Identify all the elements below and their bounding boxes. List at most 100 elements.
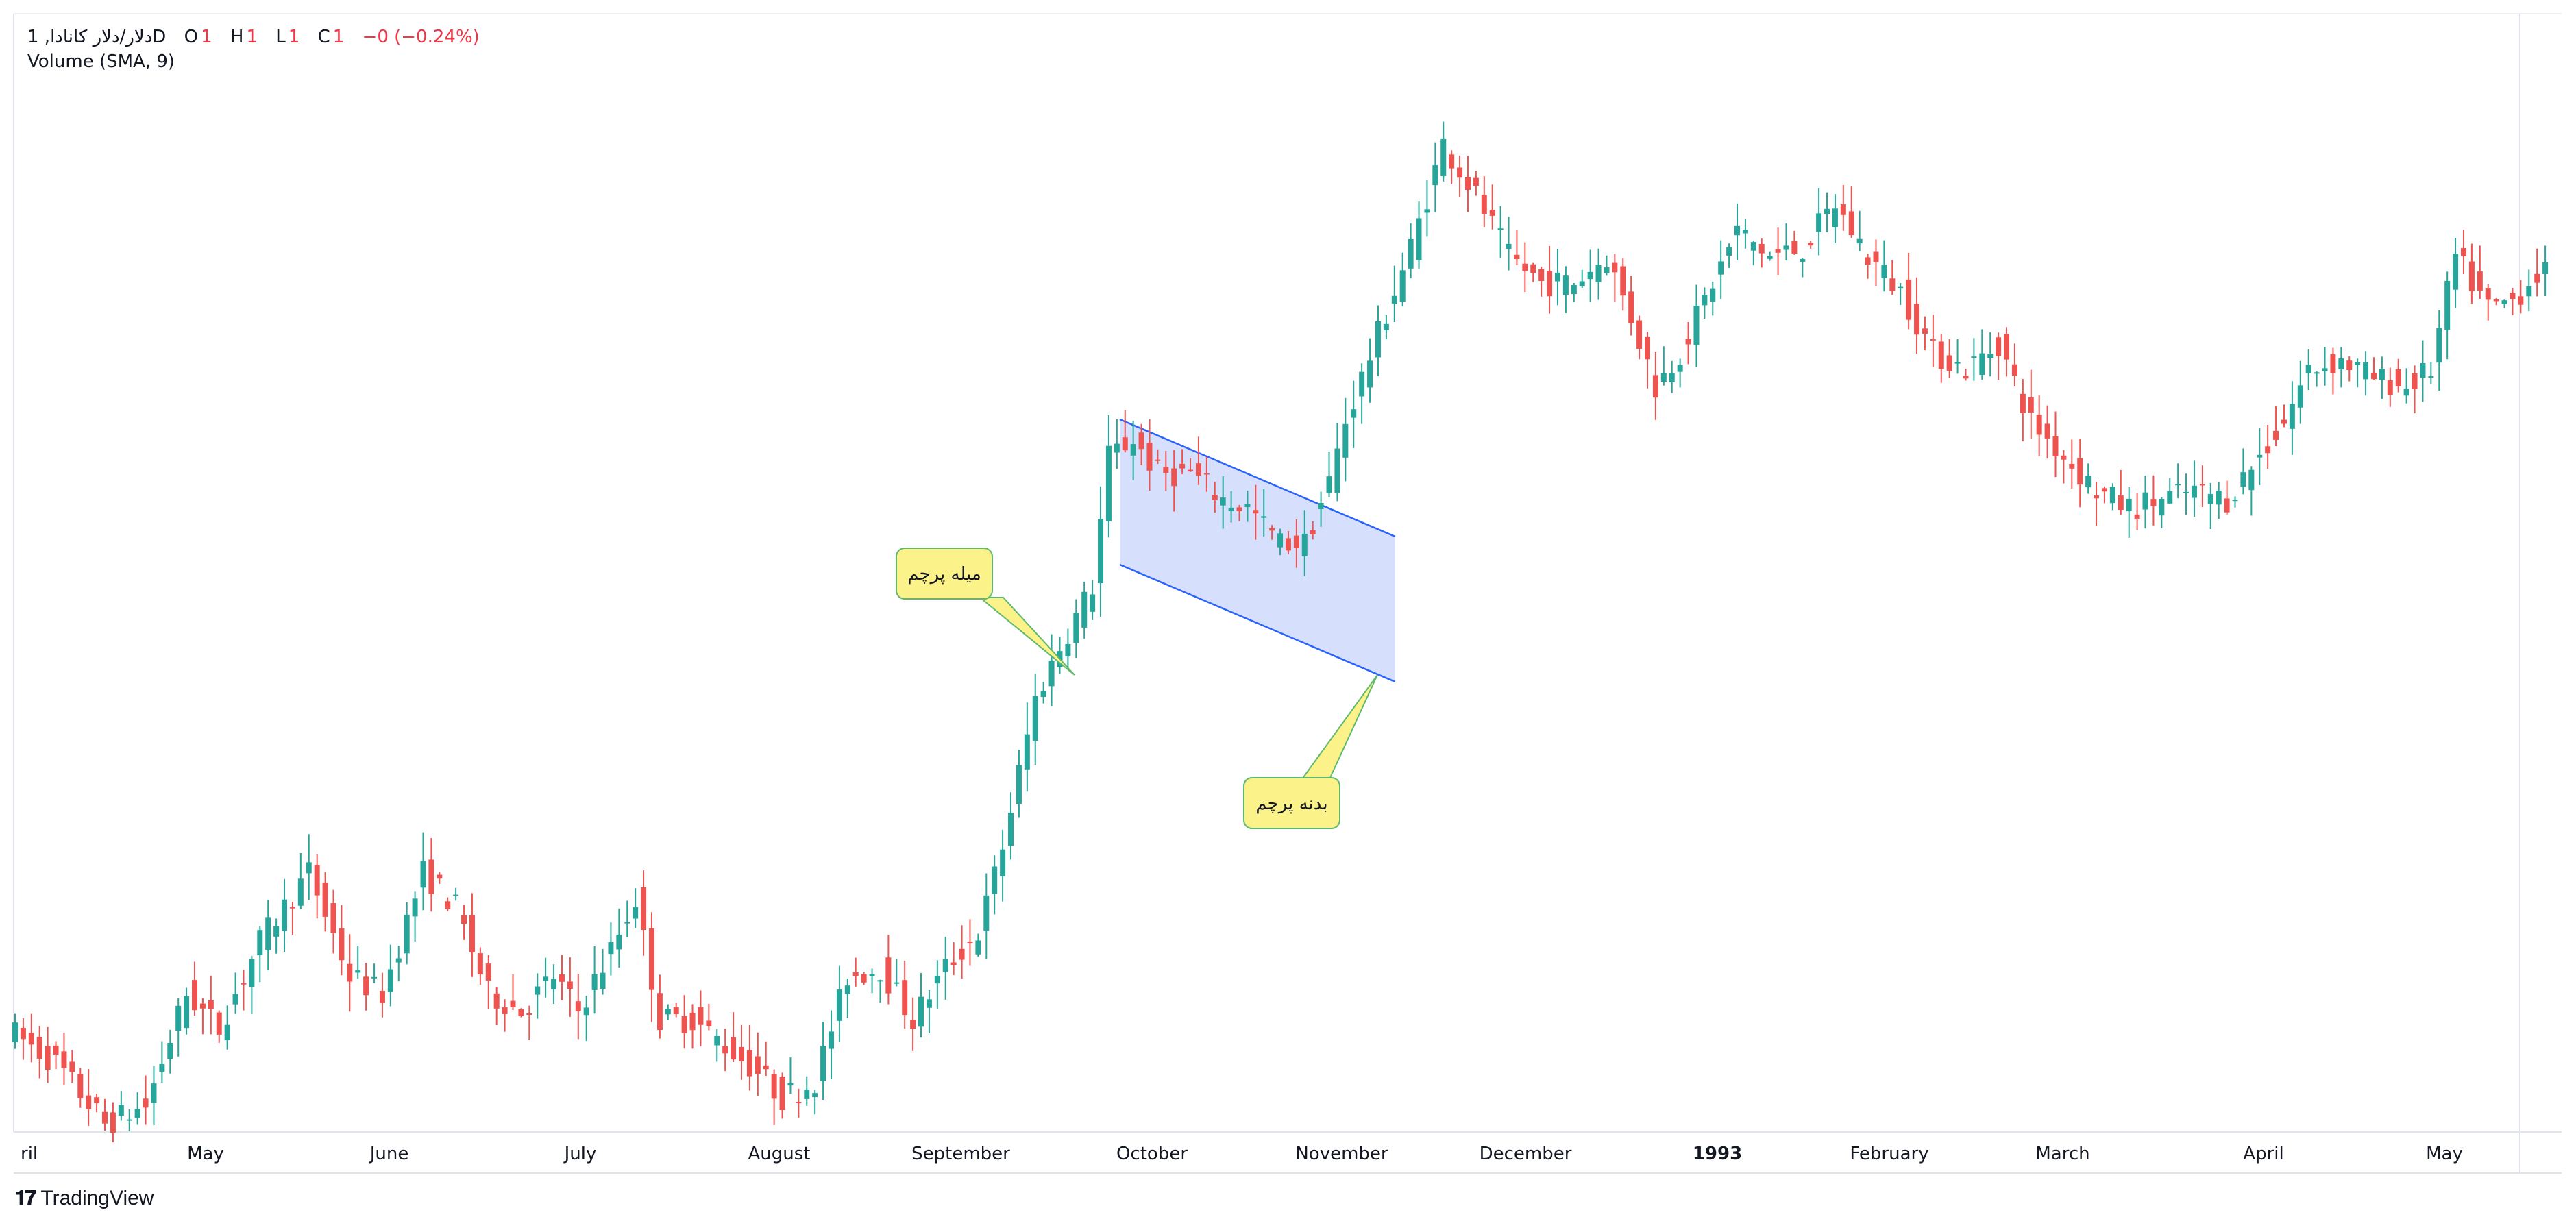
candle[interactable] <box>1685 322 1691 365</box>
candle[interactable] <box>518 1008 524 1018</box>
candle[interactable] <box>910 997 916 1051</box>
candle[interactable] <box>2248 466 2255 516</box>
candle[interactable] <box>2468 243 2475 304</box>
candle[interactable] <box>804 1076 810 1106</box>
flag-upper-line[interactable] <box>1119 418 1396 538</box>
candle[interactable] <box>1816 188 1822 256</box>
candle[interactable] <box>852 957 859 987</box>
candle[interactable] <box>2297 360 2303 424</box>
candle[interactable] <box>1293 519 1299 568</box>
candle[interactable] <box>69 1050 75 1083</box>
candle[interactable] <box>363 963 369 1011</box>
candles-group[interactable] <box>12 121 2549 1143</box>
candle[interactable] <box>633 888 639 928</box>
candle[interactable] <box>1562 266 1569 314</box>
candle[interactable] <box>1163 451 1169 491</box>
candle[interactable] <box>575 974 581 1040</box>
candle[interactable] <box>2159 497 2165 529</box>
candle[interactable] <box>2061 450 2067 484</box>
candle[interactable] <box>738 1024 744 1080</box>
candle[interactable] <box>1032 674 1038 765</box>
candle[interactable] <box>1522 242 1528 293</box>
candle[interactable] <box>1840 184 1846 231</box>
candle[interactable] <box>53 1041 59 1070</box>
candle[interactable] <box>616 908 622 968</box>
candle[interactable] <box>2330 347 2336 395</box>
candle[interactable] <box>967 919 973 966</box>
candle[interactable] <box>992 855 998 915</box>
candle[interactable] <box>2485 284 2491 321</box>
candle[interactable] <box>1408 223 1414 279</box>
candle[interactable] <box>2036 395 2042 456</box>
candle[interactable] <box>763 1041 769 1076</box>
candle[interactable] <box>453 887 459 901</box>
candle[interactable] <box>2077 439 2083 508</box>
candle[interactable] <box>126 1109 132 1131</box>
candle[interactable] <box>1481 176 1487 227</box>
candle[interactable] <box>1906 252 1912 330</box>
candle[interactable] <box>224 1005 230 1050</box>
candle[interactable] <box>1220 476 1226 529</box>
candle[interactable] <box>2020 378 2026 442</box>
candle[interactable] <box>1873 239 1879 286</box>
candle[interactable] <box>1383 315 1389 340</box>
candle[interactable] <box>2028 369 2034 439</box>
candle[interactable] <box>869 968 875 994</box>
candle[interactable] <box>2216 482 2222 519</box>
candle[interactable] <box>1000 829 1006 902</box>
candle[interactable] <box>167 1029 173 1074</box>
candle[interactable] <box>2305 349 2311 391</box>
candle[interactable] <box>20 1018 26 1060</box>
candle[interactable] <box>241 970 247 1011</box>
candle[interactable] <box>1938 334 1944 383</box>
candle[interactable] <box>1285 531 1291 554</box>
candle[interactable] <box>535 973 541 1019</box>
candle[interactable] <box>1301 510 1308 576</box>
candle[interactable] <box>1440 121 1447 182</box>
candle[interactable] <box>1105 415 1112 538</box>
candle[interactable] <box>102 1098 108 1131</box>
candle[interactable] <box>796 1088 802 1118</box>
candle[interactable] <box>894 959 900 987</box>
candle[interactable] <box>1155 449 1161 465</box>
candle[interactable] <box>322 872 328 932</box>
candle[interactable] <box>918 972 924 1038</box>
candle[interactable] <box>942 936 948 1000</box>
candle[interactable] <box>567 957 573 1017</box>
candle[interactable] <box>1464 156 1471 212</box>
candle[interactable] <box>1253 484 1259 540</box>
candle[interactable] <box>1636 315 1643 360</box>
candle[interactable] <box>1856 210 1863 251</box>
candle[interactable] <box>1954 339 1961 374</box>
candle[interactable] <box>61 1032 67 1085</box>
candle[interactable] <box>885 935 892 1005</box>
candle[interactable] <box>2240 448 2246 495</box>
candle[interactable] <box>289 902 295 935</box>
candle[interactable] <box>2461 230 2466 275</box>
candle[interactable] <box>249 955 255 1015</box>
candle[interactable] <box>1734 203 1741 260</box>
candle[interactable] <box>502 999 508 1032</box>
candle[interactable] <box>698 990 704 1047</box>
candle[interactable] <box>689 1004 696 1049</box>
candle[interactable] <box>94 1094 100 1113</box>
indicator-legend[interactable]: Volume (SMA, 9) <box>27 49 480 74</box>
candle[interactable] <box>420 832 426 911</box>
candle[interactable] <box>1775 227 1781 276</box>
candle[interactable] <box>591 946 598 1014</box>
candle[interactable] <box>1416 201 1422 269</box>
candle[interactable] <box>134 1092 140 1125</box>
candle[interactable] <box>2191 460 2197 517</box>
candle[interactable] <box>1898 282 1904 305</box>
candle[interactable] <box>1146 419 1153 491</box>
footer-branding[interactable]: 𝟏𝟕 TradingView <box>15 1187 154 1210</box>
candle[interactable] <box>1595 248 1602 300</box>
candle[interactable] <box>731 1012 737 1063</box>
candle[interactable] <box>485 955 491 1009</box>
candle[interactable] <box>355 945 361 979</box>
candle[interactable] <box>2387 367 2393 407</box>
candle[interactable] <box>2428 362 2434 384</box>
candle[interactable] <box>2101 486 2107 504</box>
candle[interactable] <box>1628 275 1634 336</box>
candle[interactable] <box>1098 486 1104 617</box>
